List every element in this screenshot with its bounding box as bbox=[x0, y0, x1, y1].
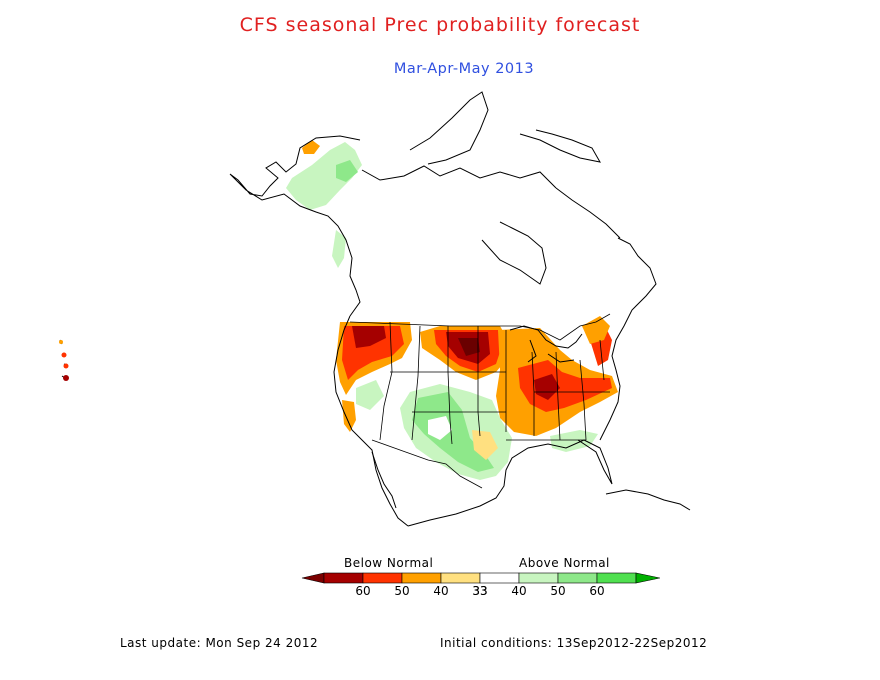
legend-swatch bbox=[323, 572, 364, 584]
legend-arrow-above bbox=[635, 572, 660, 584]
shade-mi-orange bbox=[506, 330, 540, 358]
legend-swatch bbox=[557, 572, 598, 584]
shade-tx-yellow bbox=[472, 430, 498, 460]
forecast-map bbox=[59, 91, 691, 527]
baja-outline bbox=[371, 451, 397, 509]
legend-swatch bbox=[479, 572, 520, 584]
shade-midwest-red bbox=[518, 360, 612, 412]
legend-tick-label: 60 bbox=[355, 584, 370, 598]
legend-tick-label: 40 bbox=[511, 584, 526, 598]
shade-bc-above bbox=[332, 230, 346, 268]
labrador bbox=[555, 187, 621, 239]
west-coast bbox=[333, 315, 409, 527]
hawaii bbox=[59, 339, 69, 381]
shade-west-above bbox=[356, 380, 384, 410]
legend-swatch bbox=[401, 572, 442, 584]
initial-conditions-text: Initial conditions: 13Sep2012-22Sep2012 bbox=[440, 636, 708, 650]
coastlines bbox=[59, 91, 691, 527]
cuba bbox=[605, 489, 691, 511]
legend-swatch bbox=[440, 572, 481, 584]
last-update-text: Last update: Mon Sep 24 2012 bbox=[120, 636, 319, 650]
hawaii-shading bbox=[59, 340, 69, 381]
shade-pnw-dark bbox=[352, 326, 386, 348]
arctic-coast bbox=[361, 165, 557, 189]
below-normal-label: Below Normal bbox=[344, 556, 434, 570]
political-boundaries bbox=[349, 313, 611, 489]
shade-alaska-above-2 bbox=[336, 160, 358, 182]
legend-tick-label: 33 bbox=[472, 584, 487, 598]
legend-tick-label: 50 bbox=[394, 584, 409, 598]
east-coast bbox=[599, 237, 657, 441]
shade-alaska-below bbox=[302, 140, 320, 154]
above-normal-label: Above Normal bbox=[519, 556, 610, 570]
great-lakes bbox=[509, 325, 583, 363]
map-title: CFS seasonal Prec probability forecast bbox=[239, 14, 641, 36]
shade-alaska-above bbox=[286, 142, 362, 210]
legend-swatch bbox=[362, 572, 403, 584]
mexico-coast bbox=[407, 439, 585, 527]
probability-shading bbox=[286, 140, 618, 480]
arctic-islands bbox=[409, 91, 489, 165]
shade-pnw-coast-orange bbox=[342, 400, 356, 432]
gulf-coast bbox=[577, 439, 613, 485]
legend-tick-label: 40 bbox=[433, 584, 448, 598]
state-lines bbox=[379, 321, 610, 445]
shade-midwest-dark bbox=[534, 374, 560, 400]
map-subtitle: Mar-Apr-May 2013 bbox=[393, 61, 535, 77]
legend-swatches bbox=[301, 572, 660, 584]
hudson-bay bbox=[481, 221, 547, 285]
alaska-outline bbox=[229, 135, 361, 317]
shade-ne-orange bbox=[582, 316, 610, 344]
legend-tick-label: 50 bbox=[550, 584, 565, 598]
legend-tick-label: 60 bbox=[589, 584, 604, 598]
us-canada-border bbox=[349, 313, 611, 341]
legend-tick-label: 33 bbox=[472, 584, 487, 598]
shade-sw-white bbox=[428, 416, 452, 440]
shade-dakota-darkest bbox=[458, 338, 480, 356]
us-mexico-border bbox=[371, 439, 483, 489]
legend-swatch bbox=[518, 572, 559, 584]
legend-arrow-below bbox=[301, 572, 325, 584]
greenland-part bbox=[519, 129, 601, 163]
legend-swatch bbox=[596, 572, 637, 584]
